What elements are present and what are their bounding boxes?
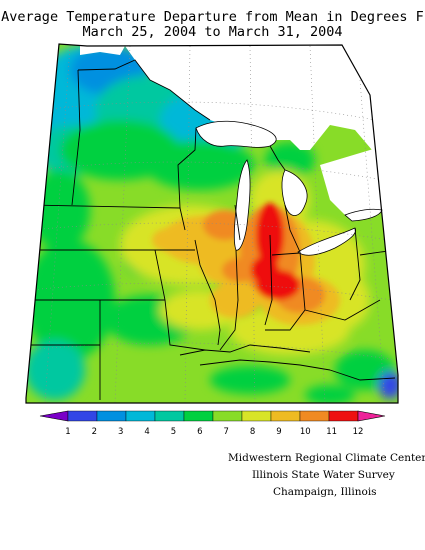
state-borders [29, 59, 396, 400]
lat-lon-grid [27, 45, 397, 403]
legend-label: 6 [197, 427, 202, 437]
map-frame [25, 43, 399, 404]
legend-swatch [67, 410, 98, 422]
legend-arrow-low [39, 410, 69, 422]
legend-swatch [328, 410, 359, 422]
legend-label: 1 [65, 427, 70, 437]
legend-label: 8 [250, 427, 255, 437]
legend-label: 10 [300, 427, 311, 437]
legend-colorbar: 1 2 3 4 5 6 7 8 9 10 11 12 [39, 410, 386, 437]
unplotted-region [80, 45, 392, 215]
legend-swatch [212, 410, 243, 422]
credit-line2: Illinois State Water Survey [252, 469, 395, 481]
legend-swatch [154, 410, 185, 422]
great-lakes [195, 120, 383, 256]
map-title-line1: Average Temperature Departure from Mean … [1, 9, 424, 25]
legend-swatch [270, 410, 301, 422]
legend-label: 5 [171, 427, 176, 437]
legend-label: 4 [144, 427, 149, 437]
credit-line1: Midwestern Regional Climate Center [228, 452, 425, 464]
legend-label: 11 [326, 427, 337, 437]
legend-label: 9 [276, 427, 281, 437]
credit-line3: Champaign, Illinois [273, 486, 377, 498]
legend-swatch [125, 410, 156, 422]
legend-label: 2 [92, 427, 97, 437]
legend-swatch [299, 410, 330, 422]
legend-swatch [241, 410, 272, 422]
legend-label: 12 [353, 427, 364, 437]
legend-arrow-high [357, 410, 386, 422]
map-title-line2: March 25, 2004 to March 31, 2004 [82, 24, 343, 40]
legend-label: 3 [118, 427, 123, 437]
legend-label: 7 [223, 427, 228, 437]
legend-swatch [183, 410, 214, 422]
legend-swatch [96, 410, 127, 422]
